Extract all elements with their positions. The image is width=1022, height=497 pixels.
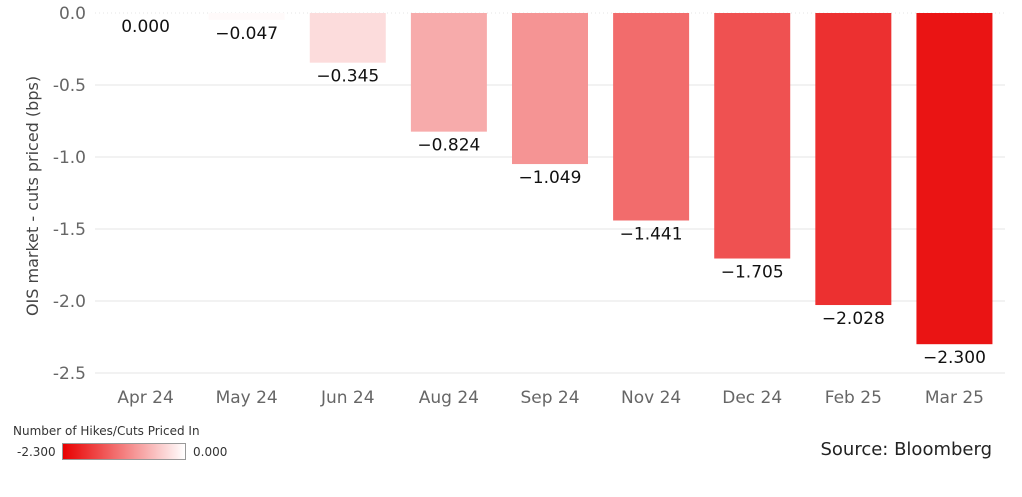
x-tick-label: Jun 24: [320, 388, 375, 408]
y-axis-ticks: 0.0 -0.5 -1.0 -1.5 -2.0 -2.5: [53, 4, 86, 384]
bar-may-24: [208, 13, 285, 20]
data-label: −0.345: [316, 67, 379, 87]
data-label: −1.049: [519, 168, 582, 188]
x-tick-label: Dec 24: [722, 388, 782, 408]
bar-dec-24: [714, 13, 791, 259]
x-tick-label: Apr 24: [117, 388, 173, 408]
data-label: −2.300: [923, 348, 986, 368]
bar-nov-24: [613, 13, 690, 221]
y-axis-label: OIS market - cuts priced (bps): [23, 76, 42, 316]
bar-chart: 0.0 -0.5 -1.0 -1.5 -2.0 -2.5 Apr 24 May 24 Jun …: [23, 4, 1005, 408]
data-label: −1.441: [620, 225, 683, 245]
x-tick-label: Nov 24: [621, 388, 681, 408]
data-labels: 0.000 −0.047 −0.345 −0.824 −1.049 −1.441 −1.70…: [121, 17, 986, 368]
bars: [208, 13, 993, 345]
x-tick-label: May 24: [216, 388, 278, 408]
y-tick-label: -2.0: [53, 292, 86, 312]
bar-jun-24: [309, 13, 386, 63]
x-tick-label: Aug 24: [419, 388, 479, 408]
bar-sep-24: [512, 13, 588, 165]
x-tick-label: Mar 25: [925, 388, 984, 408]
data-label: −1.705: [721, 263, 784, 283]
data-label: 0.000: [121, 17, 170, 37]
data-label: −0.824: [417, 136, 480, 156]
source-note: Source: Bloomberg: [820, 439, 992, 460]
legend-color-scale: [62, 443, 186, 460]
legend-min-label: -2.300: [17, 445, 56, 459]
x-tick-label: Feb 25: [825, 388, 882, 408]
bar-aug-24: [410, 13, 487, 132]
y-tick-label: -0.5: [53, 76, 86, 96]
bar-mar-25: [916, 13, 993, 345]
y-tick-label: 0.0: [59, 4, 86, 24]
data-label: −0.047: [215, 24, 278, 44]
legend-title: Number of Hikes/Cuts Priced In: [13, 424, 200, 438]
legend-max-label: 0.000: [193, 445, 228, 459]
y-tick-label: -2.5: [53, 364, 86, 384]
y-tick-label: -1.5: [53, 220, 86, 240]
bar-feb-25: [815, 13, 892, 306]
x-axis-ticks: Apr 24 May 24 Jun 24 Aug 24 Sep 24 Nov 24 Dec …: [117, 388, 984, 408]
data-label: −2.028: [822, 309, 885, 329]
x-tick-label: Sep 24: [520, 388, 579, 408]
y-tick-label: -1.0: [53, 148, 86, 168]
